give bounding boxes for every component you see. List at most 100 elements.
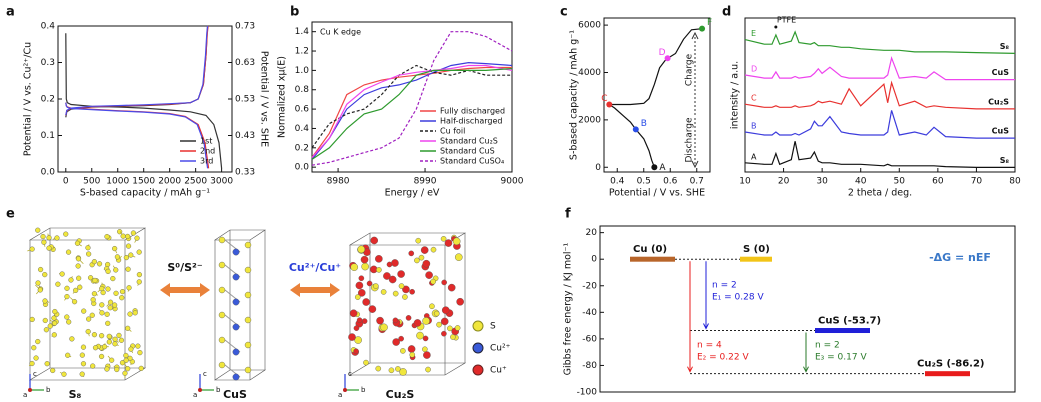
structure-name: Cu₂S	[386, 388, 415, 401]
atom	[64, 314, 70, 320]
y-tick-label: -20	[582, 281, 597, 291]
atom	[90, 297, 96, 303]
atom	[123, 357, 129, 363]
atom	[368, 305, 377, 313]
atom	[75, 263, 81, 269]
y-axis-label: Normalized xμ(E)	[277, 56, 288, 138]
atom	[380, 289, 387, 295]
atom	[244, 266, 252, 274]
atom	[112, 341, 118, 347]
atom	[409, 351, 416, 358]
atom	[99, 302, 105, 308]
series-line	[65, 25, 209, 169]
legend-label: Standard Cu₂S	[440, 137, 498, 146]
arrow-head	[691, 160, 699, 169]
atom	[46, 245, 52, 251]
atom	[118, 337, 125, 343]
annotation: Charge	[685, 53, 695, 86]
y-tick-label: -100	[577, 388, 598, 398]
atom	[349, 309, 358, 318]
annotation: PTFE	[777, 15, 796, 24]
atom	[105, 286, 111, 292]
atom	[429, 303, 435, 310]
legend-label: 1st	[200, 137, 212, 146]
axis-letter: a	[23, 391, 27, 399]
x-tick-label: 10	[739, 177, 751, 187]
series-tag: B	[751, 121, 757, 130]
atom	[92, 345, 99, 351]
atom	[64, 293, 70, 300]
series-line	[311, 61, 513, 160]
atom	[125, 233, 131, 240]
arrow-head	[803, 366, 809, 373]
structure-name: S₈	[69, 388, 82, 401]
atom	[357, 245, 366, 254]
atom	[66, 319, 72, 325]
x-axis-label: 2 theta / deg.	[848, 188, 912, 199]
plot-frame	[744, 17, 1016, 173]
atom	[31, 345, 37, 351]
plot-frame	[599, 225, 1016, 393]
atom	[91, 259, 97, 265]
atom	[114, 254, 121, 260]
axis-letter: a	[193, 391, 197, 399]
atom	[79, 371, 85, 377]
x-tick-label: 8980	[327, 177, 350, 187]
series-tag: A	[751, 152, 757, 161]
double-arrow	[160, 283, 210, 297]
atom	[138, 365, 144, 371]
equation: -ΔG = nEF	[929, 251, 991, 264]
atom	[127, 311, 133, 317]
atom	[436, 321, 442, 328]
panel-label: a	[6, 5, 15, 20]
atom	[59, 271, 65, 277]
panel-label: d	[722, 5, 731, 20]
atom	[120, 233, 126, 239]
atom	[440, 317, 449, 326]
series-line	[311, 64, 513, 158]
atom	[392, 290, 399, 297]
atom	[119, 295, 125, 301]
atom	[413, 319, 422, 327]
y-tick-label: 0.4	[41, 22, 56, 32]
atom	[373, 283, 379, 289]
atom	[109, 357, 115, 363]
atom	[441, 279, 447, 286]
atom	[52, 320, 58, 326]
atom	[113, 290, 119, 296]
panel-label: e	[6, 207, 15, 222]
panel-label: b	[290, 5, 299, 20]
atom	[423, 351, 431, 359]
y-tick-label: 1.2	[295, 47, 309, 57]
atom	[80, 361, 87, 367]
energy-level	[815, 328, 870, 334]
axis-letter: a	[338, 391, 342, 399]
atom	[441, 306, 450, 315]
x-tick-label: 1500	[132, 177, 155, 187]
series-line	[65, 25, 210, 169]
y-axis-label: intensity / a.u.	[730, 61, 741, 129]
atom	[125, 243, 132, 249]
y-tick-label: 0	[595, 163, 601, 173]
atom	[123, 254, 129, 261]
y2-tick-label: 0.63	[235, 58, 255, 68]
atom	[136, 249, 142, 255]
atom	[112, 336, 118, 342]
atom	[116, 332, 122, 339]
atom	[400, 348, 406, 354]
atom	[76, 275, 82, 281]
atom	[441, 330, 447, 337]
atom	[35, 338, 41, 345]
point	[664, 55, 671, 62]
series-tag: C	[751, 94, 757, 103]
series-label: S₈	[1000, 156, 1010, 165]
x-axis-label: S-based capacity / mAh g⁻¹	[80, 188, 210, 199]
legend-label: Cu²⁺	[490, 344, 511, 354]
level-label: Cu (0)	[633, 244, 667, 255]
energy-level	[925, 371, 970, 377]
x-tick-label: 50	[894, 177, 906, 187]
series-line	[744, 80, 1015, 110]
atom	[43, 327, 49, 333]
atom	[41, 239, 47, 245]
point-label: C	[601, 94, 607, 104]
